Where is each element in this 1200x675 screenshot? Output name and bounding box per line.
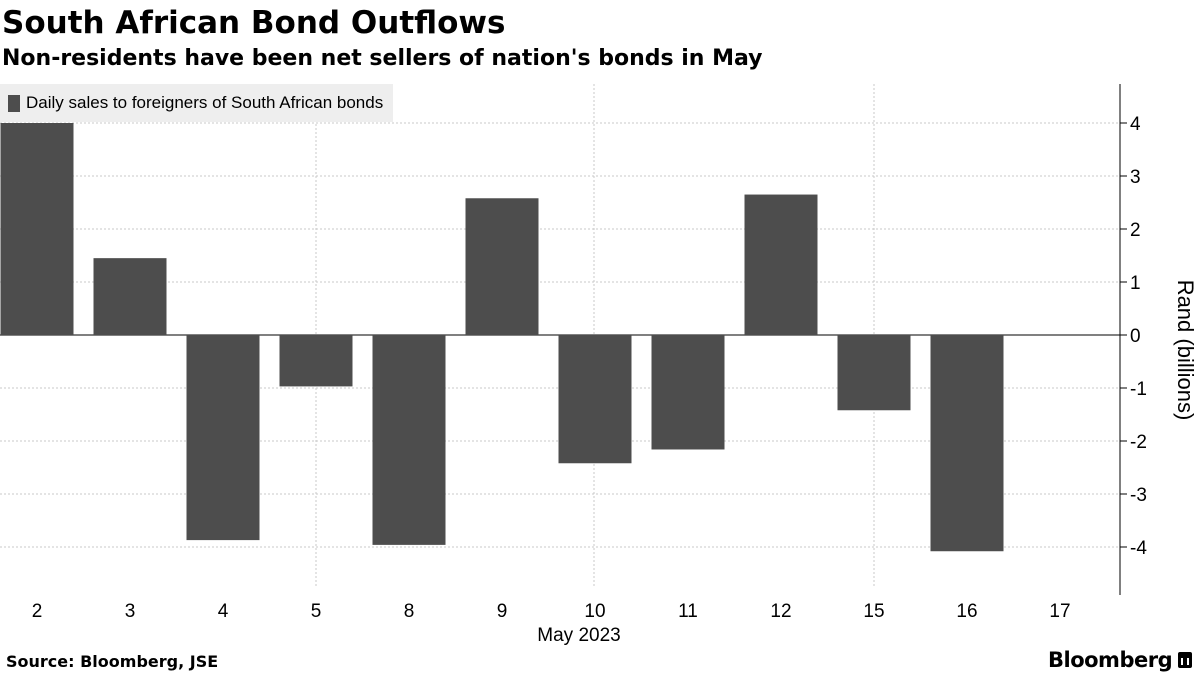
x-tick-label: 8	[404, 601, 415, 622]
x-tick-label: 10	[584, 601, 605, 622]
y-tick-label: -4	[1130, 538, 1147, 559]
legend: Daily sales to foreigners of South Afric…	[0, 84, 394, 122]
x-tick-label: 17	[1049, 601, 1070, 622]
bar-3	[93, 258, 167, 335]
bloomberg-logo-icon	[1178, 652, 1193, 668]
brand-name: Bloomberg	[1048, 648, 1173, 672]
x-tick-label: 16	[956, 601, 977, 622]
bar-16	[930, 335, 1004, 552]
bar-5	[279, 335, 353, 387]
bloomberg-logo: Bloomberg	[1048, 646, 1193, 674]
chart-title: South African Bond Outflows	[2, 5, 506, 41]
bar-12	[744, 194, 818, 335]
x-tick-label: 4	[218, 601, 229, 622]
bar-9	[465, 198, 539, 335]
y-axis-label: Rand (billions)	[1173, 280, 1198, 421]
source-note: Source: Bloomberg, JSE	[6, 652, 219, 671]
x-tick-label: 12	[770, 601, 791, 622]
y-tick-label: 4	[1130, 114, 1141, 135]
x-axis-label: May 2023	[537, 625, 620, 646]
legend-swatch	[8, 94, 20, 112]
y-tick-label: -2	[1130, 432, 1147, 453]
x-tick-label: 9	[497, 601, 508, 622]
bar-2	[0, 123, 74, 335]
bar-4	[186, 335, 260, 541]
y-tick-label: 0	[1130, 326, 1141, 347]
y-tick-label: 3	[1130, 167, 1141, 188]
legend-label: Daily sales to foreigners of South Afric…	[26, 93, 384, 112]
chart-subtitle: Non-residents have been net sellers of n…	[2, 46, 763, 71]
x-tick-label: 2	[32, 601, 43, 622]
x-tick-label: 11	[678, 601, 698, 622]
bar-15	[837, 335, 911, 411]
y-tick-label: 2	[1130, 220, 1141, 241]
bar-11	[651, 335, 725, 450]
x-tick-label: 3	[125, 601, 136, 622]
y-tick-label: 1	[1130, 273, 1141, 294]
bar-8	[372, 335, 446, 545]
y-tick-label: -1	[1130, 379, 1147, 400]
x-tick-label: 15	[863, 601, 884, 622]
x-tick-label: 5	[311, 601, 322, 622]
y-tick-label: -3	[1130, 485, 1147, 506]
bar-10	[558, 335, 632, 464]
